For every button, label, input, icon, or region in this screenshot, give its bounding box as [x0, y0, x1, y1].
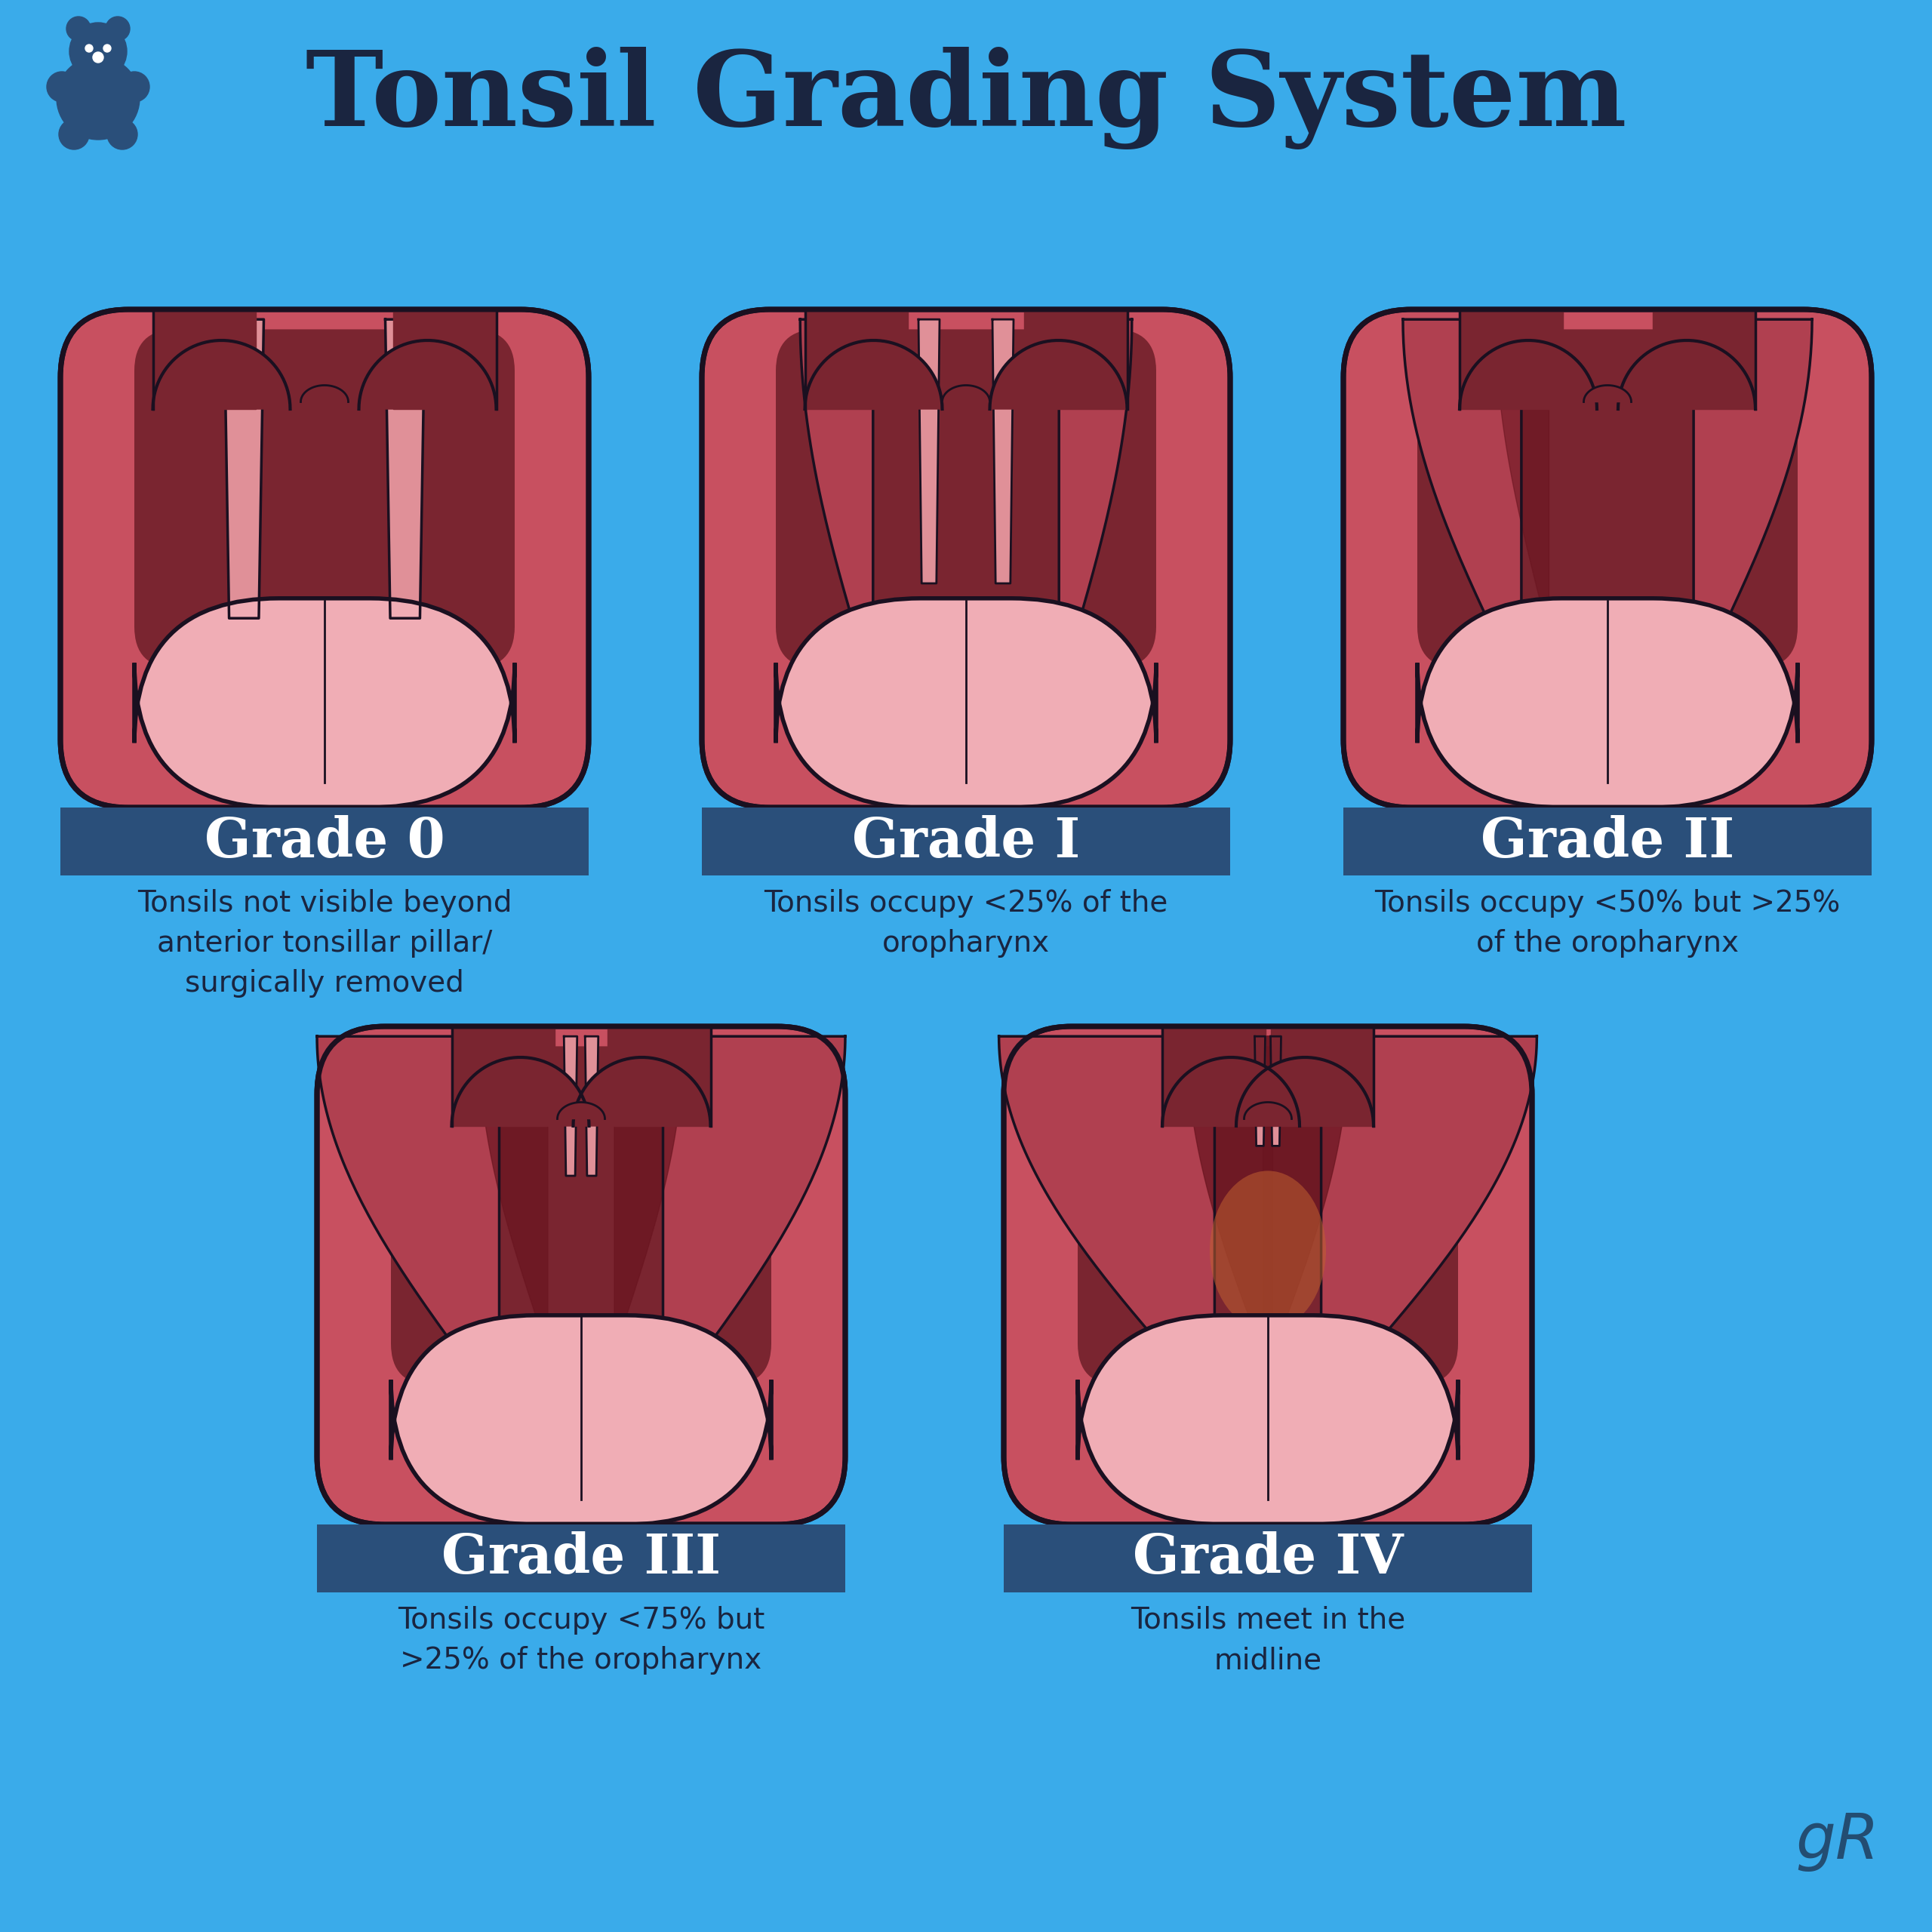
Text: Tonsil Grading System: Tonsil Grading System — [305, 46, 1627, 149]
Polygon shape — [1652, 309, 1756, 410]
FancyBboxPatch shape — [777, 599, 1155, 808]
Text: Tonsils meet in the
midline: Tonsils meet in the midline — [1130, 1605, 1405, 1675]
Circle shape — [58, 120, 89, 149]
Polygon shape — [1024, 309, 1126, 410]
Polygon shape — [918, 319, 939, 583]
Polygon shape — [1163, 1057, 1300, 1126]
Text: Grade 0: Grade 0 — [205, 815, 444, 867]
Polygon shape — [301, 384, 348, 402]
FancyBboxPatch shape — [1078, 1316, 1459, 1524]
Polygon shape — [1244, 1103, 1293, 1119]
Circle shape — [56, 56, 139, 139]
FancyBboxPatch shape — [317, 1026, 846, 1524]
Bar — [317, 1524, 846, 1592]
Polygon shape — [452, 1026, 554, 1126]
Circle shape — [66, 17, 91, 41]
Circle shape — [70, 23, 128, 79]
Polygon shape — [1694, 319, 1812, 659]
Polygon shape — [943, 384, 989, 402]
Polygon shape — [663, 1036, 846, 1376]
Polygon shape — [394, 309, 497, 410]
Polygon shape — [224, 319, 265, 618]
FancyBboxPatch shape — [135, 599, 514, 808]
FancyBboxPatch shape — [390, 1047, 771, 1385]
Text: Grade IV: Grade IV — [1132, 1532, 1403, 1586]
Polygon shape — [574, 1057, 711, 1126]
FancyBboxPatch shape — [1343, 309, 1872, 808]
Circle shape — [104, 44, 110, 52]
Polygon shape — [585, 1036, 599, 1177]
Ellipse shape — [1209, 1171, 1325, 1331]
Polygon shape — [153, 309, 255, 410]
Polygon shape — [479, 1036, 549, 1325]
Polygon shape — [1619, 340, 1756, 410]
Polygon shape — [452, 1057, 589, 1126]
Polygon shape — [1321, 1036, 1536, 1376]
FancyBboxPatch shape — [1005, 1026, 1532, 1524]
Text: gR: gR — [1795, 1810, 1880, 1872]
Polygon shape — [1459, 340, 1598, 410]
Text: Tonsils occupy <75% but
>25% of the oropharynx: Tonsils occupy <75% but >25% of the orop… — [398, 1605, 765, 1675]
FancyBboxPatch shape — [135, 328, 514, 668]
Text: Grade III: Grade III — [440, 1532, 721, 1586]
Polygon shape — [1495, 319, 1549, 609]
Circle shape — [120, 71, 149, 102]
Bar — [701, 808, 1231, 875]
Polygon shape — [800, 319, 873, 659]
FancyBboxPatch shape — [390, 1316, 771, 1524]
Polygon shape — [999, 1036, 1215, 1376]
Circle shape — [106, 120, 137, 149]
Polygon shape — [1271, 1036, 1281, 1146]
FancyBboxPatch shape — [777, 328, 1155, 668]
Circle shape — [106, 17, 129, 41]
Polygon shape — [1264, 1036, 1349, 1350]
Polygon shape — [1236, 1057, 1374, 1126]
Polygon shape — [1403, 319, 1520, 659]
FancyBboxPatch shape — [1078, 1047, 1459, 1385]
Bar — [1343, 808, 1872, 875]
Polygon shape — [556, 1103, 605, 1119]
Polygon shape — [1059, 319, 1132, 659]
Polygon shape — [989, 340, 1126, 410]
Circle shape — [46, 71, 77, 102]
Polygon shape — [1254, 1036, 1265, 1146]
FancyBboxPatch shape — [60, 309, 589, 808]
Bar — [60, 808, 589, 875]
FancyBboxPatch shape — [701, 309, 1231, 808]
Polygon shape — [153, 340, 290, 410]
Polygon shape — [993, 319, 1014, 583]
Circle shape — [93, 52, 104, 62]
Polygon shape — [1459, 309, 1563, 410]
Polygon shape — [607, 1026, 711, 1126]
Polygon shape — [1271, 1026, 1374, 1126]
FancyBboxPatch shape — [1418, 599, 1797, 808]
Polygon shape — [564, 1036, 578, 1177]
Polygon shape — [806, 340, 943, 410]
Polygon shape — [317, 1036, 498, 1376]
FancyBboxPatch shape — [1418, 328, 1797, 668]
Text: Grade II: Grade II — [1480, 815, 1735, 867]
Text: Grade I: Grade I — [852, 815, 1080, 867]
Bar — [1005, 1524, 1532, 1592]
Polygon shape — [359, 340, 497, 410]
Circle shape — [85, 44, 93, 52]
Polygon shape — [1584, 384, 1631, 402]
Text: Tonsils occupy <25% of the
oropharynx: Tonsils occupy <25% of the oropharynx — [763, 889, 1169, 958]
Polygon shape — [384, 319, 425, 618]
Polygon shape — [1163, 1026, 1265, 1126]
Polygon shape — [806, 309, 908, 410]
Text: Tonsils occupy <50% but >25%
of the oropharynx: Tonsils occupy <50% but >25% of the orop… — [1374, 889, 1841, 958]
Text: Tonsils not visible beyond
anterior tonsillar pillar/
surgically removed: Tonsils not visible beyond anterior tons… — [137, 889, 512, 997]
Polygon shape — [1186, 1036, 1273, 1350]
Polygon shape — [614, 1036, 684, 1325]
